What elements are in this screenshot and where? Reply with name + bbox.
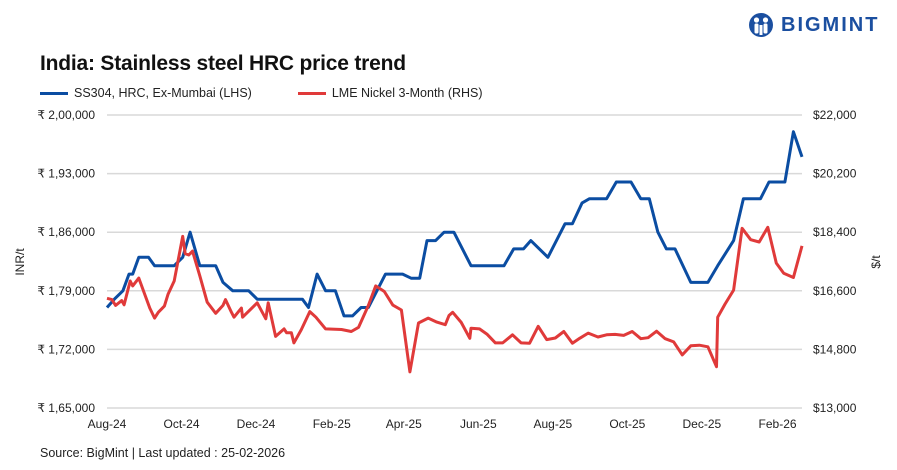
x-tick-label: Feb-26 (759, 417, 797, 431)
left-axis-title: INR/t (13, 248, 27, 276)
legend: SS304, HRC, Ex-Mumbai (LHS) LME Nickel 3… (40, 86, 483, 100)
left-tick-label: ₹ 1,72,000 (37, 342, 95, 356)
series-line-ss304 (105, 130, 804, 318)
legend-swatch-ss304 (40, 91, 68, 95)
legend-item-lme-nickel: LME Nickel 3-Month (RHS) (297, 86, 483, 100)
right-tick-label: $14,800 (813, 342, 857, 356)
x-tick-label: Feb-25 (313, 417, 351, 431)
x-tick-label: Dec-24 (237, 417, 276, 431)
x-axis-ticks: Aug-24 Oct-24 Dec-24 Feb-25 Apr-25 Jun-25 Aug-… (88, 417, 797, 431)
right-axis-ticks: $13,000 $14,800 $16,600 $18,400 $20,200 $22,0… (813, 108, 857, 415)
source-note: Source: BigMint | Last updated : 25-02-2… (40, 446, 286, 460)
right-tick-label: $20,200 (813, 167, 857, 181)
left-tick-label: ₹ 1,86,000 (37, 225, 95, 239)
gridlines (107, 114, 802, 409)
right-tick-label: $22,000 (813, 108, 857, 122)
left-tick-label: ₹ 1,65,000 (37, 401, 95, 415)
legend-label-ss304: SS304, HRC, Ex-Mumbai (LHS) (74, 86, 252, 100)
x-tick-label: Jun-25 (460, 417, 497, 431)
right-axis-title: $/t (869, 255, 883, 269)
legend-swatch-lme-nickel (297, 91, 326, 95)
bigmint-logo-text: BIGMINT (781, 13, 880, 36)
legend-label-lme-nickel: LME Nickel 3-Month (RHS) (331, 86, 483, 100)
series-lines (105, 130, 804, 374)
chart-title: India: Stainless steel HRC price trend (40, 52, 406, 75)
right-tick-label: $18,400 (813, 225, 857, 239)
x-tick-label: Apr-25 (386, 417, 422, 431)
x-tick-label: Dec-25 (682, 417, 721, 431)
left-tick-label: ₹ 2,00,000 (37, 108, 95, 122)
left-tick-label: ₹ 1,79,000 (37, 284, 95, 298)
right-tick-label: $16,600 (813, 284, 857, 298)
left-axis-ticks: ₹ 1,65,000 ₹ 1,72,000 ₹ 1,79,000 ₹ 1,86,000… (37, 108, 95, 415)
x-tick-label: Oct-24 (164, 417, 200, 431)
left-tick-label: ₹ 1,93,000 (37, 167, 95, 181)
x-tick-label: Aug-25 (533, 417, 572, 431)
x-tick-label: Aug-24 (88, 417, 127, 431)
bigmint-logo-icon (749, 13, 773, 37)
legend-item-ss304: SS304, HRC, Ex-Mumbai (LHS) (40, 86, 252, 100)
right-tick-label: $13,000 (813, 401, 857, 415)
series-line-lme-nickel (106, 225, 804, 374)
x-tick-label: Oct-25 (609, 417, 645, 431)
bigmint-logo: BIGMINT (748, 12, 879, 38)
